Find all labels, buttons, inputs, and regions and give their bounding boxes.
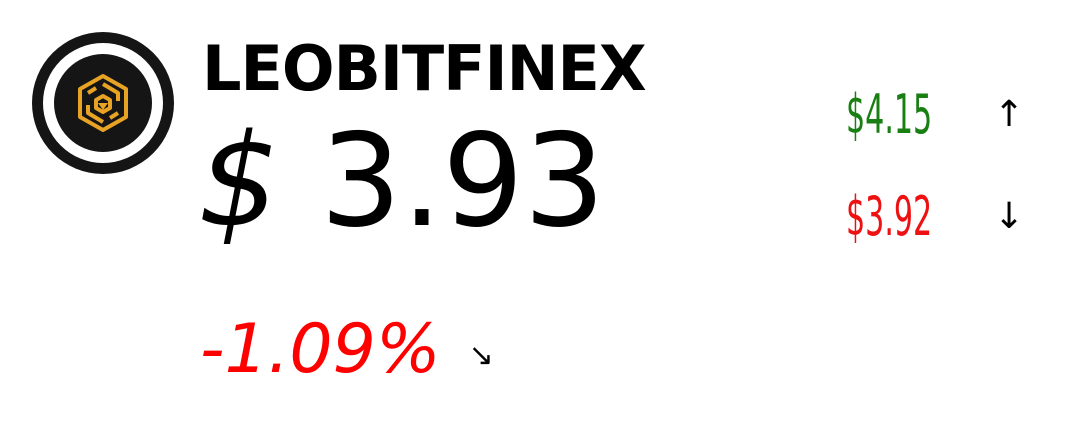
arrow-up-icon: ↑ xyxy=(994,94,1025,135)
arrow-down-right-icon: ↘ xyxy=(468,338,494,373)
high-price: $4.15 xyxy=(846,83,933,146)
current-price: $ 3.93 xyxy=(198,118,605,246)
low-price: $3.92 xyxy=(846,185,933,248)
high-price-row: $4.15 ↑ xyxy=(846,88,1024,142)
price-change: -1.09% ↘ xyxy=(200,316,494,384)
price-value: 3.93 xyxy=(320,107,606,256)
coin-name: LEOBITFINEX xyxy=(202,32,647,105)
change-percent: -1.09% xyxy=(200,310,441,389)
coin-logo xyxy=(32,32,174,174)
arrow-down-icon: ↓ xyxy=(994,196,1025,237)
coin-logo-core xyxy=(54,54,152,152)
unus-sed-leo-logo-icon xyxy=(78,74,128,132)
low-price-row: $3.92 ↓ xyxy=(846,190,1024,244)
currency-symbol: $ xyxy=(198,107,280,256)
coin-logo-ring xyxy=(43,43,163,163)
